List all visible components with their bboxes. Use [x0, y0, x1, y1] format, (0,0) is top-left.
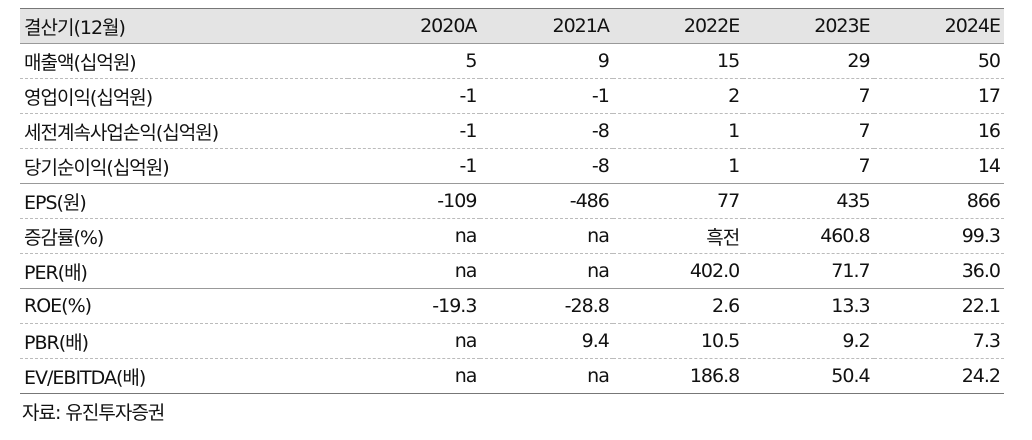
- value-cell: 13.3: [743, 288, 874, 324]
- value-cell: -109: [348, 183, 481, 219]
- value-cell: 22.1: [873, 288, 1004, 324]
- value-cell: na: [348, 253, 481, 289]
- value-cell: 9.4: [480, 323, 613, 359]
- value-cell: 2.6: [612, 288, 744, 324]
- row-label: EV/EBITDA(배): [20, 358, 348, 394]
- value-cell: 50.4: [743, 358, 874, 394]
- table-row: 영업이익(십억원) -1 -1 2 7 17: [20, 78, 1004, 114]
- value-cell: 7: [743, 113, 874, 149]
- row-label: ROE(%): [20, 288, 348, 324]
- value-cell: na: [480, 218, 613, 254]
- value-cell: 1: [612, 148, 744, 184]
- header-cell: 결산기(12월): [20, 8, 348, 44]
- table-row: EV/EBITDA(배) na na 186.8 50.4 24.2: [20, 358, 1004, 394]
- value-cell: 24.2: [873, 358, 1004, 394]
- value-cell: 2: [612, 78, 744, 114]
- value-cell: 흑전: [612, 218, 744, 254]
- value-cell: 1: [612, 113, 744, 149]
- value-cell: 36.0: [873, 253, 1004, 289]
- table-row: PER(배) na na 402.0 71.7 36.0: [20, 253, 1004, 289]
- value-cell: 29: [743, 43, 874, 79]
- value-cell: 99.3: [873, 218, 1004, 254]
- value-cell: 866: [873, 183, 1004, 219]
- row-label: PER(배): [20, 253, 348, 289]
- value-cell: 15: [612, 43, 744, 79]
- value-cell: 186.8: [612, 358, 744, 394]
- source-note: 자료: 유진투자증권: [22, 402, 165, 424]
- row-label: PBR(배): [20, 323, 348, 359]
- value-cell: 5: [348, 43, 481, 79]
- value-cell: 17: [873, 78, 1004, 114]
- value-cell: -1: [348, 78, 481, 114]
- row-label: 증감률(%): [20, 218, 348, 254]
- header-cell: 2022E: [612, 8, 744, 44]
- value-cell: -28.8: [480, 288, 613, 324]
- value-cell: na: [348, 218, 481, 254]
- value-cell: 7.3: [873, 323, 1004, 359]
- value-cell: -1: [480, 78, 613, 114]
- value-cell: -8: [480, 113, 613, 149]
- value-cell: -1: [348, 148, 481, 184]
- value-cell: 435: [743, 183, 874, 219]
- value-cell: 14: [873, 148, 1004, 184]
- table-row: 증감률(%) na na 흑전 460.8 99.3: [20, 218, 1004, 254]
- value-cell: 9.2: [743, 323, 874, 359]
- row-label: 당기순이익(십억원): [20, 148, 348, 184]
- value-cell: na: [348, 358, 481, 394]
- header-cell: 2021A: [480, 8, 613, 44]
- table-row: 세전계속사업손익(십억원) -1 -8 1 7 16: [20, 113, 1004, 149]
- value-cell: 10.5: [612, 323, 744, 359]
- header-row: 결산기(12월) 2020A 2021A 2022E 2023E 2024E: [20, 8, 1004, 44]
- value-cell: 402.0: [612, 253, 744, 289]
- row-label: 영업이익(십억원): [20, 78, 348, 114]
- table-row: EPS(원) -109 -486 77 435 866: [20, 183, 1004, 219]
- value-cell: 16: [873, 113, 1004, 149]
- header-cell: 2024E: [873, 8, 1004, 44]
- table-row: 당기순이익(십억원) -1 -8 1 7 14: [20, 148, 1004, 184]
- value-cell: 9: [480, 43, 613, 79]
- value-cell: -19.3: [348, 288, 481, 324]
- table-body: 매출액(십억원) 5 9 15 29 50 영업이익(십억원) -1 -1 2 7 17 세전계속사업손…: [20, 43, 1004, 394]
- value-cell: 71.7: [743, 253, 874, 289]
- row-label: 세전계속사업손익(십억원): [20, 113, 348, 149]
- value-cell: na: [480, 253, 613, 289]
- value-cell: 50: [873, 43, 1004, 79]
- value-cell: -486: [480, 183, 613, 219]
- row-label: EPS(원): [20, 183, 348, 219]
- value-cell: 7: [743, 148, 874, 184]
- header-cell: 2020A: [348, 8, 481, 44]
- value-cell: na: [348, 323, 481, 359]
- table-row: PBR(배) na 9.4 10.5 9.2 7.3: [20, 323, 1004, 359]
- value-cell: -1: [348, 113, 481, 149]
- value-cell: 460.8: [743, 218, 874, 254]
- value-cell: na: [480, 358, 613, 394]
- row-label: 매출액(십억원): [20, 43, 348, 79]
- header-cell: 2023E: [743, 8, 874, 44]
- value-cell: 77: [612, 183, 744, 219]
- value-cell: 7: [743, 78, 874, 114]
- table-row: 매출액(십억원) 5 9 15 29 50: [20, 43, 1004, 79]
- value-cell: -8: [480, 148, 613, 184]
- table-row: ROE(%) -19.3 -28.8 2.6 13.3 22.1: [20, 288, 1004, 324]
- financial-table: 결산기(12월) 2020A 2021A 2022E 2023E 2024E 매출액(십억…: [20, 8, 1004, 394]
